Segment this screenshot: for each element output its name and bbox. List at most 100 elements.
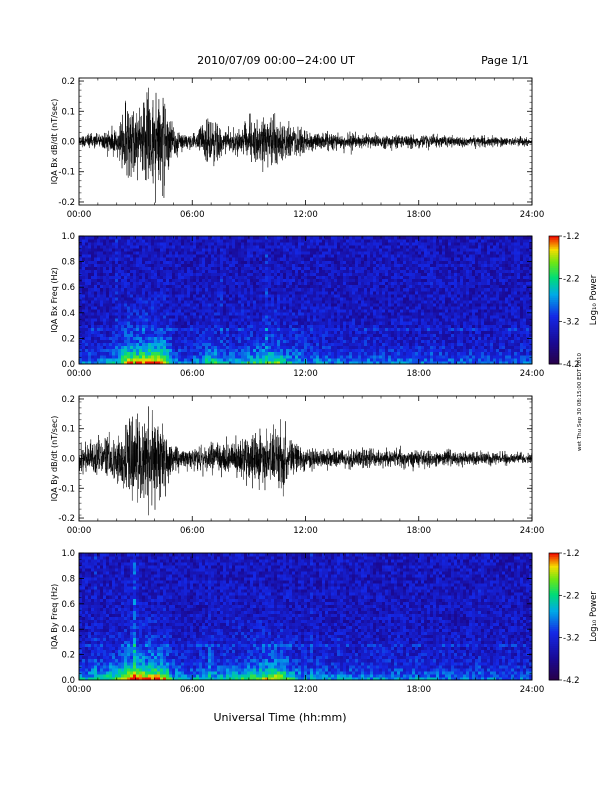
spectrogram-cell bbox=[310, 287, 314, 292]
spectrogram-cell bbox=[79, 245, 83, 249]
spectrogram-cell bbox=[403, 281, 407, 286]
spectrogram-cell bbox=[316, 287, 320, 292]
spectrogram-cell bbox=[298, 330, 302, 334]
spectrogram-cell bbox=[397, 245, 401, 249]
spectrogram-cell bbox=[259, 348, 263, 353]
spectrogram-cell bbox=[370, 248, 374, 252]
spectrogram-cell bbox=[220, 339, 224, 344]
spectrogram-cell bbox=[190, 330, 194, 334]
spectrogram-cell bbox=[337, 263, 341, 267]
spectrogram-cell bbox=[121, 296, 125, 301]
spectrogram-cell bbox=[172, 312, 176, 316]
spectrogram-cell bbox=[82, 278, 86, 283]
spectrogram-cell bbox=[91, 351, 95, 356]
spectrogram-cell bbox=[412, 324, 416, 328]
header-title: 2010/07/09 00:00−24:00 UT bbox=[197, 54, 355, 67]
spectrogram-cell bbox=[199, 339, 203, 344]
spectrogram-cell bbox=[220, 300, 224, 304]
spectrogram-cell bbox=[280, 357, 284, 362]
spectrogram-cell bbox=[367, 306, 371, 310]
spectrogram-cell bbox=[118, 306, 122, 310]
spectrogram-cell bbox=[391, 245, 395, 249]
spectrogram-cell bbox=[256, 321, 260, 325]
spectrogram-cell bbox=[349, 327, 353, 331]
spectrogram-cell bbox=[253, 309, 257, 313]
spectrogram-cell bbox=[163, 309, 167, 313]
spectrogram-cell bbox=[304, 281, 308, 286]
spectrogram-cell bbox=[334, 251, 338, 255]
spectrogram-cell bbox=[319, 321, 323, 325]
spectrogram-cell bbox=[256, 324, 260, 328]
spectrogram-cell bbox=[421, 236, 425, 240]
spectrogram-cell bbox=[142, 351, 146, 356]
spectrogram-cell bbox=[301, 245, 305, 249]
spectrogram-cell bbox=[244, 254, 248, 258]
spectrogram-cell bbox=[346, 339, 350, 344]
spectrogram-cell bbox=[79, 281, 83, 286]
spectrogram-cell bbox=[388, 272, 392, 277]
spectrogram-cell bbox=[94, 339, 98, 344]
spectrogram-cell bbox=[334, 342, 338, 347]
spectrogram-cell bbox=[316, 281, 320, 286]
spectrogram-cell bbox=[118, 251, 122, 255]
spectrogram-cell bbox=[241, 309, 245, 313]
spectrogram-cell bbox=[418, 287, 422, 292]
spectrogram-cell bbox=[79, 257, 83, 261]
spectrogram-cell bbox=[136, 266, 140, 270]
spectrogram-cell bbox=[232, 351, 236, 356]
spectrogram-cell bbox=[340, 269, 344, 273]
spectrogram-cell bbox=[391, 300, 395, 304]
spectrogram-cell bbox=[385, 330, 389, 334]
spectrogram-cell bbox=[130, 318, 134, 322]
spectrogram-cell bbox=[235, 330, 239, 334]
spectrogram-cell bbox=[199, 278, 203, 283]
spectrogram-cell bbox=[304, 312, 308, 316]
spectrogram-cell bbox=[208, 348, 212, 353]
spectrogram-cell bbox=[274, 293, 278, 298]
spectrogram-cell bbox=[418, 260, 422, 264]
spectrogram-cell bbox=[97, 330, 101, 334]
spectrogram-cell bbox=[184, 324, 188, 328]
spectrogram-cell bbox=[127, 357, 131, 362]
spectrogram-cell bbox=[382, 306, 386, 310]
spectrogram-cell bbox=[295, 330, 299, 334]
spectrogram-cell bbox=[397, 263, 401, 267]
spectrogram-cell bbox=[250, 306, 254, 310]
spectrogram-cell bbox=[274, 333, 278, 337]
spectrogram-cell bbox=[331, 281, 335, 286]
spectrogram-cell bbox=[193, 245, 197, 249]
spectrogram-cell bbox=[160, 300, 164, 304]
spectrogram-cell bbox=[352, 257, 356, 261]
spectrogram-cell bbox=[364, 272, 368, 277]
spectrogram-cell bbox=[229, 324, 233, 328]
spectrogram-cell bbox=[337, 354, 341, 359]
spectrogram-cell bbox=[358, 309, 362, 313]
spectrogram-cell bbox=[79, 333, 83, 337]
spectrogram-cell bbox=[145, 245, 149, 249]
spectrogram-cell bbox=[109, 269, 113, 273]
spectrogram-cell bbox=[382, 354, 386, 359]
spectrogram-cell bbox=[298, 327, 302, 331]
spectrogram-cell bbox=[310, 278, 314, 283]
spectrogram-cell bbox=[217, 339, 221, 344]
spectrogram-cell bbox=[205, 312, 209, 316]
spectrogram-cell bbox=[85, 357, 89, 362]
spectrogram-cell bbox=[280, 290, 284, 295]
spectrogram-cell bbox=[334, 333, 338, 337]
spectrogram-cell bbox=[316, 284, 320, 289]
spectrogram-cell bbox=[295, 303, 299, 307]
spectrogram-cell bbox=[373, 330, 377, 334]
spectrogram-cell bbox=[322, 321, 326, 325]
spectrogram-cell bbox=[376, 342, 380, 347]
spectrogram-cell bbox=[217, 236, 221, 240]
spectrogram-cell bbox=[136, 333, 140, 337]
spectrogram-cell bbox=[409, 348, 413, 353]
spectrogram-cell bbox=[223, 260, 227, 264]
spectrogram-cell bbox=[268, 339, 272, 344]
spectrogram-cell bbox=[370, 245, 374, 249]
spectrogram-cell bbox=[379, 324, 383, 328]
spectrogram-cell bbox=[412, 342, 416, 347]
spectrogram-cell bbox=[214, 275, 218, 280]
spectrogram-cell bbox=[142, 251, 146, 255]
spectrogram-cell bbox=[235, 303, 239, 307]
